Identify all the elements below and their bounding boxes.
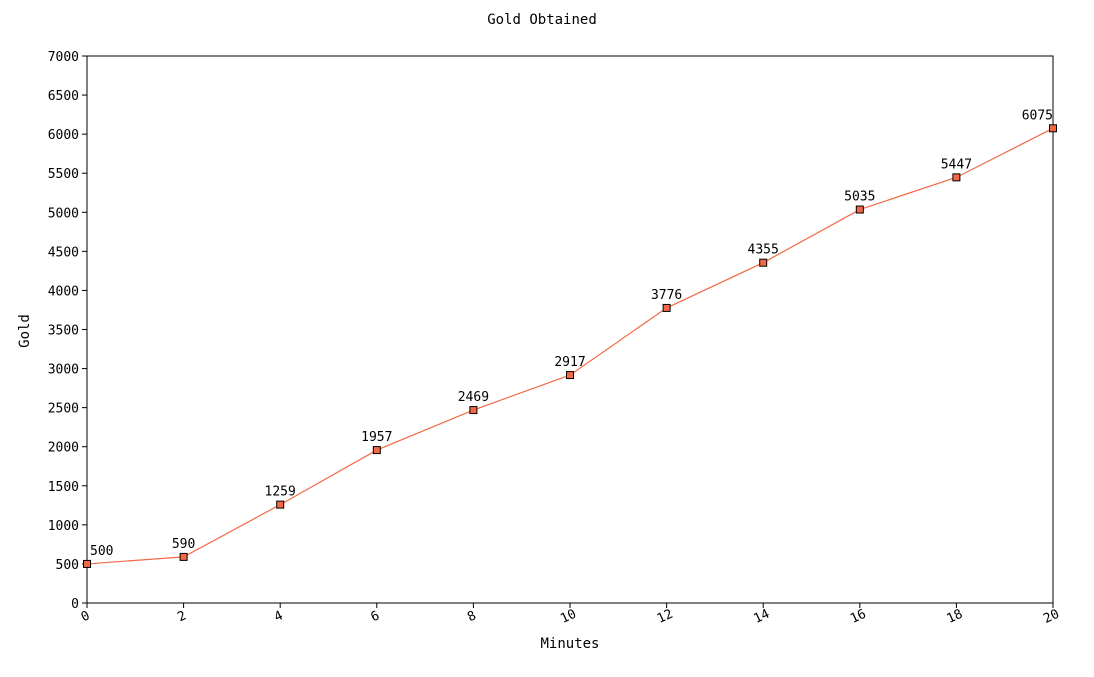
x-tick-label: 20: [1041, 607, 1062, 627]
y-tick-label: 4000: [48, 284, 79, 299]
data-label: 1957: [361, 430, 392, 445]
data-point-marker: [83, 559, 91, 568]
y-tick-label: 3500: [48, 324, 79, 339]
data-label: 2469: [458, 390, 489, 405]
series-gold: [83, 124, 1057, 568]
y-tick-label: 5000: [48, 206, 79, 221]
y-tick-label: 4500: [48, 245, 79, 260]
x-tick-label: 8: [465, 608, 478, 625]
y-tick-label: 1000: [48, 519, 79, 534]
series-line: [86, 127, 1054, 565]
data-label: 6075: [1022, 108, 1053, 123]
x-tick-label: 18: [945, 607, 966, 627]
y-tick-label: 500: [56, 558, 79, 573]
data-label: 4355: [748, 243, 779, 258]
data-label: 590: [172, 537, 195, 552]
y-axis: 0 500 1000 1500 2000 2500 3000 3500 4000 4500 5000…: [48, 50, 87, 612]
data-point-marker: [1049, 124, 1057, 133]
chart-title: Gold Obtained: [487, 12, 597, 28]
x-tick-label: 12: [655, 607, 676, 627]
data-point-marker: [372, 446, 381, 455]
x-tick-label: 14: [751, 607, 772, 627]
data-point-marker: [759, 258, 768, 267]
y-tick-label: 5500: [48, 167, 79, 182]
x-axis-label: Minutes: [540, 636, 599, 652]
x-tick-label: 16: [848, 607, 869, 627]
data-labels: 500 590 1259 1957 2469 2917 3776 4355 5035 5447 60…: [90, 108, 1053, 559]
data-label: 5035: [844, 190, 875, 205]
data-point-marker: [952, 173, 961, 182]
y-tick-label: 2000: [48, 441, 79, 456]
data-label: 500: [90, 544, 113, 559]
x-tick-label: 4: [272, 608, 286, 625]
y-tick-label: 7000: [48, 50, 79, 65]
x-axis: 0 2 4 6 8 10 12 14 16 18 20: [79, 603, 1062, 627]
data-point-marker: [855, 205, 864, 214]
y-axis-label: Gold: [17, 314, 33, 348]
data-label: 5447: [941, 157, 972, 172]
data-point-marker: [566, 371, 574, 380]
x-tick-label: 10: [558, 607, 579, 627]
data-point-marker: [469, 406, 478, 415]
data-label: 1259: [265, 485, 296, 500]
x-tick-label: 2: [175, 608, 188, 625]
y-tick-label: 1500: [48, 480, 79, 495]
data-label: 2917: [554, 355, 585, 370]
x-tick-label: 0: [79, 608, 92, 625]
y-tick-label: 6000: [48, 128, 79, 143]
x-tick-label: 6: [369, 608, 382, 625]
y-tick-label: 3000: [48, 363, 79, 378]
data-point-marker: [179, 552, 188, 561]
data-label: 3776: [651, 288, 682, 303]
data-point-marker: [662, 303, 671, 312]
plot-frame: [86, 55, 1054, 604]
y-tick-label: 0: [71, 597, 79, 612]
y-tick-label: 2500: [48, 402, 79, 417]
y-tick-label: 6500: [48, 89, 79, 104]
data-point-marker: [276, 500, 285, 509]
